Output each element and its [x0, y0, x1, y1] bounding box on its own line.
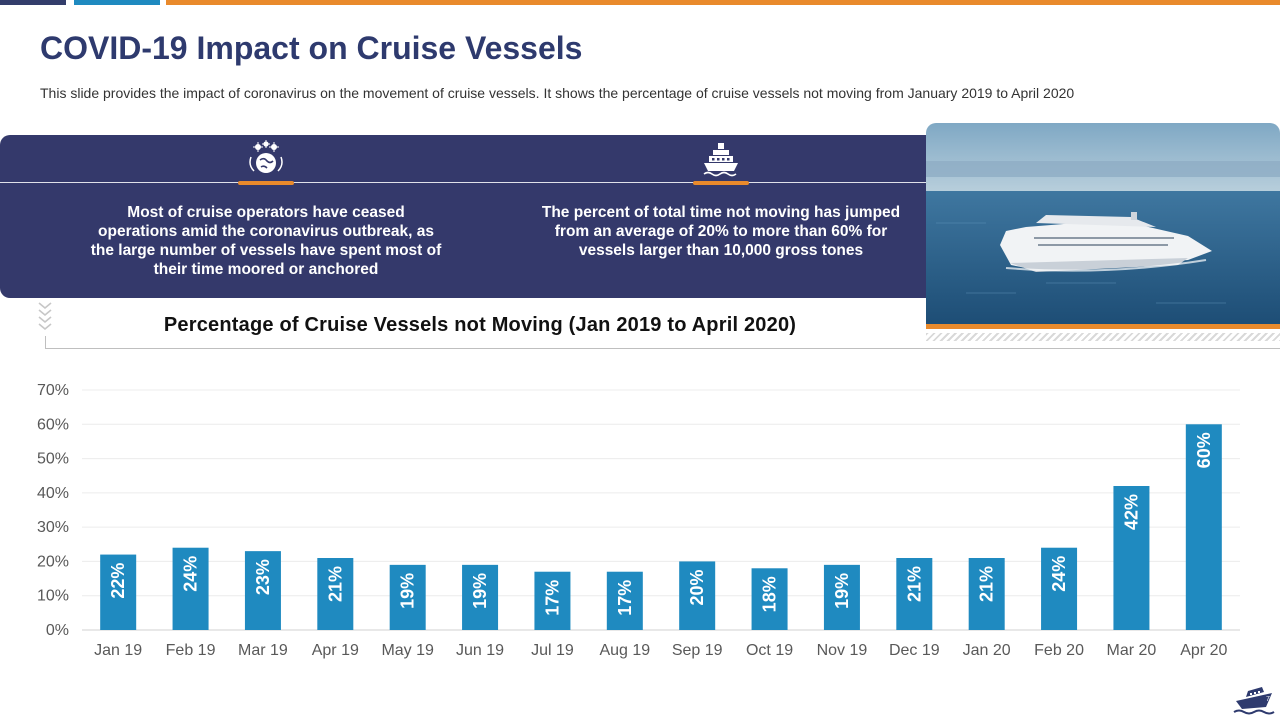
- y-tick-label: 40%: [37, 485, 69, 502]
- y-tick-label: 70%: [37, 382, 69, 399]
- bar-data-label: 17%: [542, 580, 562, 616]
- bar: [317, 558, 354, 630]
- bar-data-label: 21%: [977, 566, 997, 602]
- info-banner: Most of cruise operators have ceased ope…: [0, 135, 935, 298]
- hatch-decoration: [926, 333, 1280, 341]
- bar-data-label: 42%: [1121, 494, 1141, 530]
- bar: [1113, 486, 1150, 630]
- bar-data-label: 17%: [615, 580, 635, 616]
- y-tick-label: 0%: [46, 622, 69, 639]
- x-tick-label: Feb 20: [1034, 642, 1084, 659]
- x-tick-label: Apr 19: [312, 642, 359, 659]
- cruise-ship-icon: [701, 139, 741, 179]
- y-tick-label: 30%: [37, 519, 69, 536]
- banner-divider: [0, 182, 935, 183]
- bar: [244, 551, 281, 630]
- bar-data-label: 24%: [181, 556, 201, 592]
- bar-data-label: 19%: [832, 573, 852, 609]
- chevron-down-icon: [37, 300, 57, 340]
- bar: [823, 564, 860, 630]
- bar: [968, 558, 1005, 630]
- bar: [1041, 547, 1078, 630]
- x-tick-label: Dec 19: [889, 642, 940, 659]
- x-tick-label: Jul 19: [531, 642, 574, 659]
- bar: [389, 564, 426, 630]
- page-title: COVID-19 Impact on Cruise Vessels: [40, 30, 583, 66]
- bar: [1185, 424, 1222, 630]
- bar: [896, 558, 933, 630]
- bar-data-label: 20%: [687, 569, 707, 605]
- bar-data-label: 21%: [325, 566, 345, 602]
- x-tick-label: Jan 20: [963, 642, 1011, 659]
- top-accent-bar-orange: [166, 0, 1280, 5]
- bar: [462, 564, 499, 630]
- x-tick-label: Aug 19: [599, 642, 650, 659]
- bar-data-label: 60%: [1194, 432, 1214, 468]
- y-tick-label: 60%: [37, 416, 69, 433]
- chart-frame-line: [45, 348, 1280, 349]
- y-tick-label: 20%: [37, 553, 69, 570]
- top-accent-bar-navy: [0, 0, 66, 5]
- x-tick-label: Feb 19: [166, 642, 216, 659]
- top-accent-bar-blue: [74, 0, 160, 5]
- chart-frame-line: [45, 336, 46, 349]
- bar-data-label: 19%: [470, 573, 490, 609]
- cruise-ship-photo: [926, 123, 1280, 326]
- page-subtitle: This slide provides the impact of corona…: [40, 85, 1075, 101]
- banner-icon-underline: [693, 181, 749, 185]
- photo-accent-bar: [926, 324, 1280, 329]
- x-tick-label: Nov 19: [817, 642, 868, 659]
- bar: [679, 561, 716, 630]
- x-tick-label: Oct 19: [746, 642, 793, 659]
- chart-title: Percentage of Cruise Vessels not Moving …: [163, 314, 797, 336]
- banner-text-time-not-moving: The percent of total time not moving has…: [541, 204, 901, 259]
- x-tick-label: May 19: [381, 642, 434, 659]
- bar: [172, 547, 209, 630]
- bar: [100, 554, 137, 630]
- y-tick-label: 50%: [37, 451, 69, 468]
- bar-data-label: 24%: [1049, 556, 1069, 592]
- y-tick-label: 10%: [37, 588, 69, 605]
- x-tick-label: Sep 19: [672, 642, 723, 659]
- cruise-logo-icon: 7: [1232, 677, 1278, 717]
- bar: [751, 568, 788, 630]
- virus-globe-icon: [246, 139, 286, 179]
- bar-data-label: 22%: [108, 563, 128, 599]
- page-number: 7: [1266, 696, 1270, 703]
- banner-icon-underline: [238, 181, 294, 185]
- bar-data-label: 18%: [760, 576, 780, 612]
- x-tick-label: Jun 19: [456, 642, 504, 659]
- x-tick-label: Apr 20: [1180, 642, 1227, 659]
- x-tick-label: Mar 19: [238, 642, 288, 659]
- bar-data-label: 21%: [904, 566, 924, 602]
- x-tick-label: Jan 19: [94, 642, 142, 659]
- bar: [606, 571, 643, 630]
- bar-data-label: 23%: [253, 559, 273, 595]
- x-tick-label: Mar 20: [1107, 642, 1157, 659]
- bar: [534, 571, 571, 630]
- banner-text-operations: Most of cruise operators have ceased ope…: [90, 204, 442, 278]
- bar-chart: 0% 10% 20% 30% 40% 50% 60% 70% 22% Jan 19 24% Feb 1…: [37, 382, 1240, 659]
- bar-data-label: 19%: [398, 573, 418, 609]
